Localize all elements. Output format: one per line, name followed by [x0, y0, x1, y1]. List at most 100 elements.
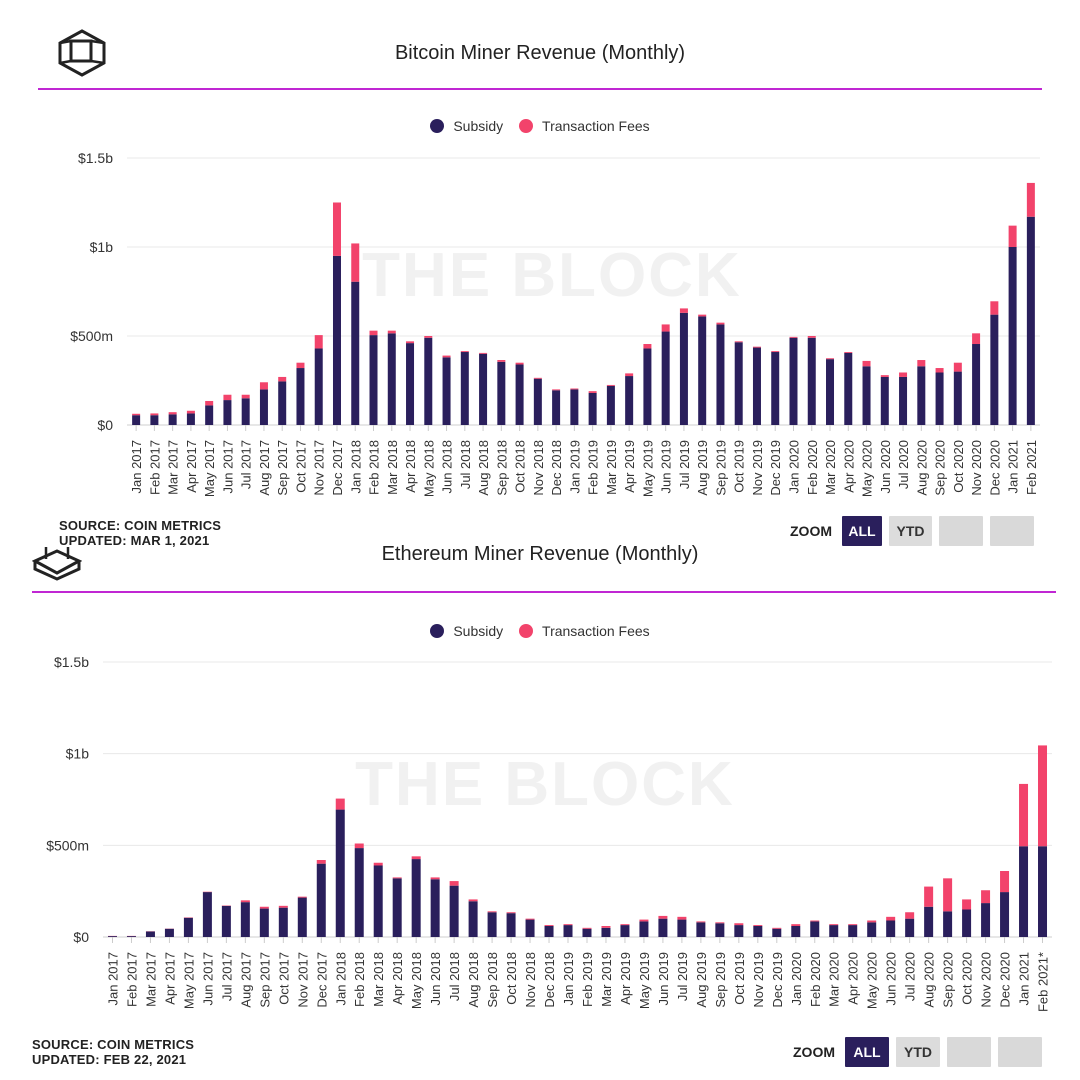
x-tick-label: May 2018 — [409, 952, 424, 1009]
y-tick-label: $0 — [73, 929, 89, 945]
bar-subsidy — [789, 337, 798, 425]
bar-subsidy — [533, 378, 542, 425]
bar-subsidy — [442, 357, 451, 425]
x-tick-label: Jul 2018 — [458, 440, 473, 489]
bar-fees — [316, 860, 326, 864]
x-tick-label: Nov 2018 — [523, 952, 538, 1008]
x-tick-label: Aug 2019 — [695, 440, 710, 496]
bar-fees — [205, 400, 214, 406]
bar-fees — [848, 924, 858, 926]
y-tick-label: $500m — [70, 328, 113, 344]
bar-subsidy — [867, 922, 877, 937]
x-tick-label: Jan 2020 — [786, 440, 801, 494]
bar-fees — [715, 922, 725, 924]
x-tick-label: Feb 2020 — [808, 952, 823, 1007]
bar-subsidy — [479, 353, 488, 425]
bar-fees — [442, 355, 451, 358]
zoom-option-button[interactable] — [947, 1037, 991, 1067]
bar-fees — [373, 862, 383, 866]
legend-item-subsidy[interactable]: Subsidy — [430, 623, 503, 639]
updated-note: UPDATED: FEB 22, 2021 — [32, 1052, 187, 1067]
legend-item-fees[interactable]: Transaction Fees — [519, 118, 650, 134]
x-tick-label: Sep 2019 — [713, 440, 728, 496]
bar-fees — [601, 926, 611, 928]
bar-fees — [789, 336, 798, 338]
x-tick-label: Apr 2018 — [390, 952, 405, 1005]
bar-fees — [468, 899, 478, 902]
bar-fees — [497, 360, 506, 362]
bar-subsidy — [221, 905, 231, 937]
x-tick-label: May 2020 — [865, 952, 880, 1009]
bar-subsidy — [373, 865, 383, 937]
x-tick-label: Oct 2018 — [513, 440, 528, 493]
x-tick-label: Jun 2020 — [884, 952, 899, 1006]
x-tick-label: Oct 2020 — [960, 952, 975, 1005]
source-note: SOURCE: COIN METRICS — [32, 1037, 195, 1052]
legend-label-subsidy: Subsidy — [453, 623, 504, 639]
x-tick-label: Sep 2017 — [275, 440, 290, 496]
bar-fees — [479, 352, 488, 354]
bar-fees — [369, 330, 378, 336]
bar-subsidy — [905, 918, 915, 937]
x-tick-label: Sep 2019 — [713, 952, 728, 1008]
bar-fees — [905, 912, 915, 919]
zoom-all-button[interactable]: ALL — [845, 1037, 889, 1067]
zoom-all-button[interactable]: ALL — [842, 516, 882, 546]
zoom-ytd-button[interactable]: YTD — [896, 1037, 940, 1067]
bar-subsidy — [643, 348, 652, 425]
x-tick-label: Jul 2020 — [903, 952, 918, 1001]
x-tick-label: Nov 2017 — [295, 952, 310, 1008]
bar-fees — [406, 341, 415, 344]
x-tick-label: Mar 2020 — [827, 952, 842, 1007]
x-tick-label: Mar 2020 — [823, 440, 838, 495]
x-tick-label: Oct 2018 — [504, 952, 519, 1005]
bar-subsidy — [1038, 846, 1048, 937]
bar-fees — [552, 389, 561, 391]
bar-fees — [430, 877, 440, 880]
bar-fees — [734, 341, 743, 343]
x-tick-label: Jan 2020 — [789, 952, 804, 1006]
bitcoin-panel: Bitcoin Miner Revenue (Monthly) Subsidy … — [0, 29, 1080, 548]
bar-subsidy — [449, 885, 459, 937]
bar-subsidy — [552, 390, 561, 425]
bar-subsidy — [917, 366, 926, 425]
bar-subsidy — [1026, 216, 1035, 425]
bar-subsidy — [807, 337, 816, 425]
bar-fees — [935, 368, 944, 373]
x-tick-label: Jan 2019 — [561, 952, 576, 1006]
zoom-option-button[interactable] — [990, 516, 1034, 546]
legend-item-subsidy[interactable]: Subsidy — [430, 118, 503, 134]
bar-fees — [582, 927, 592, 929]
y-tick-label: $500m — [46, 837, 89, 853]
x-tick-label: Dec 2017 — [330, 440, 345, 496]
zoom-option-button[interactable] — [939, 516, 983, 546]
legend-item-fees[interactable]: Transaction Fees — [519, 623, 650, 639]
x-tick-label: Feb 2018 — [352, 952, 367, 1007]
zoom-ytd-button[interactable]: YTD — [889, 516, 932, 546]
x-tick-label: Aug 2018 — [476, 440, 491, 496]
x-tick-label: Jun 2020 — [878, 440, 893, 494]
bar-fees — [972, 333, 981, 345]
x-tick-label: Dec 2020 — [987, 440, 1002, 496]
bar-fees — [943, 878, 953, 912]
bar-fees — [515, 362, 524, 365]
x-tick-label: Jan 2017 — [129, 440, 144, 494]
bar-subsidy — [661, 331, 670, 425]
x-tick-label: Jun 2017 — [200, 952, 215, 1006]
zoom-label: ZOOM — [793, 1044, 835, 1060]
chart-legend: Subsidy Transaction Fees — [0, 118, 1080, 136]
bar-subsidy — [990, 314, 999, 425]
x-tick-label: Aug 2020 — [914, 440, 929, 496]
bar-fees — [771, 351, 780, 353]
bar-fees — [899, 372, 908, 377]
bar-subsidy — [145, 931, 155, 937]
x-tick-label: Aug 2019 — [694, 952, 709, 1008]
bar-subsidy — [563, 925, 573, 937]
bar-fees — [1019, 783, 1029, 847]
bar-subsidy — [335, 809, 345, 937]
bar-subsidy — [202, 892, 212, 937]
bar-subsidy — [487, 912, 497, 937]
zoom-option-button[interactable] — [998, 1037, 1042, 1067]
the-block-logo-icon — [31, 545, 83, 586]
bar-subsidy — [150, 415, 159, 425]
